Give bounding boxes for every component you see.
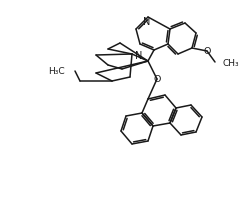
Text: O: O bbox=[153, 75, 161, 84]
Text: H₃C: H₃C bbox=[48, 67, 65, 76]
Text: O: O bbox=[203, 46, 211, 55]
Text: N: N bbox=[143, 17, 151, 27]
Text: CH₃: CH₃ bbox=[222, 58, 239, 67]
Text: N: N bbox=[135, 51, 142, 61]
